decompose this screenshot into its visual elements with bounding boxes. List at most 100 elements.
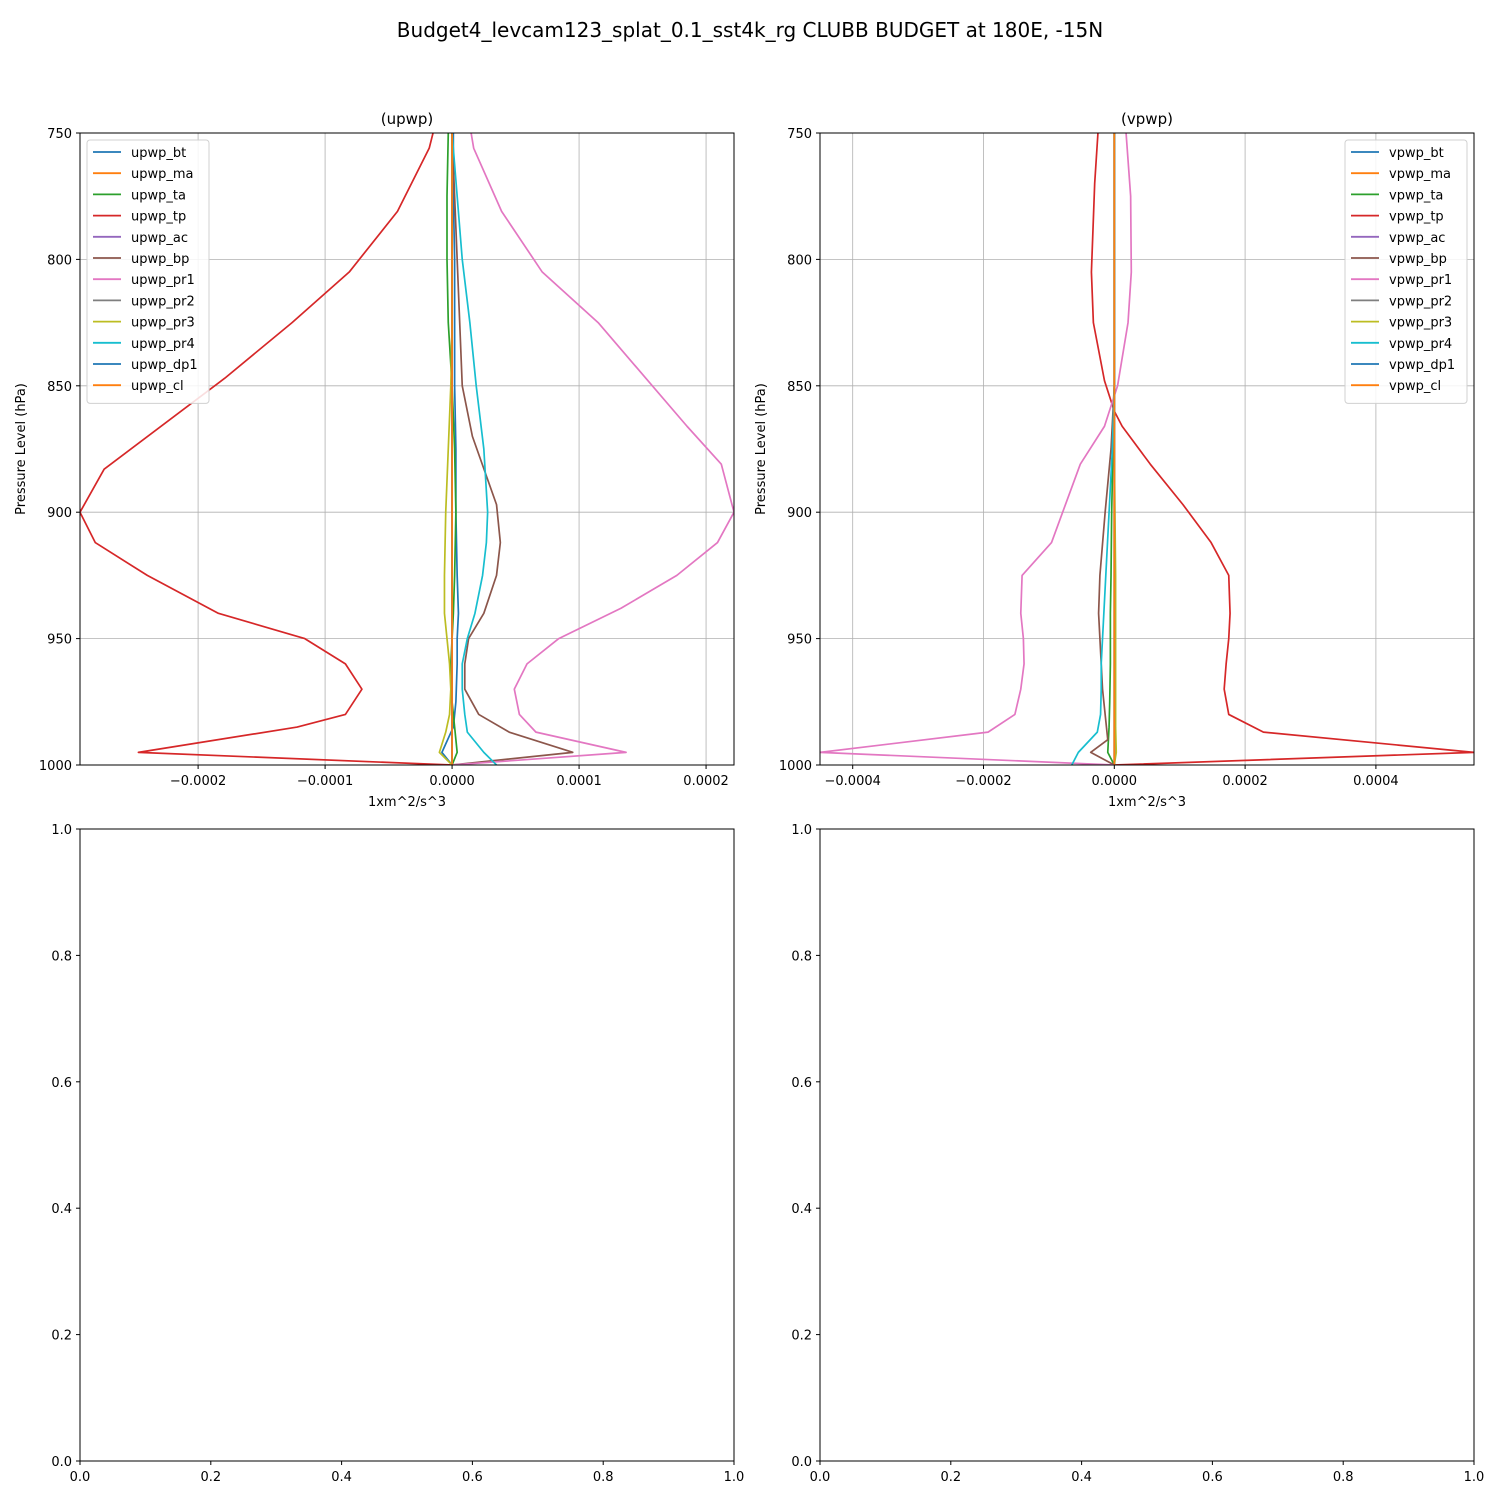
x-tick-label: 0.6 — [462, 1470, 483, 1485]
y-tick-label: 0.6 — [51, 1076, 72, 1091]
subplot-title: (vpwp) — [1121, 110, 1173, 128]
x-tick-label: 0.0001 — [556, 774, 602, 789]
x-tick-label: −0.0004 — [825, 774, 881, 789]
series-group — [820, 133, 1474, 765]
series-line-vpwp_pr1 — [820, 133, 1133, 765]
y-tick-label: 0.4 — [51, 1202, 72, 1217]
y-tick-label: 950 — [47, 633, 72, 648]
x-tick-label: 0.0000 — [1092, 774, 1138, 789]
legend-frame — [1344, 139, 1468, 404]
x-tick-label: 0.6 — [1202, 1470, 1223, 1485]
series-line-upwp_bp — [451, 133, 574, 765]
legend-label-vpwp_pr3: vpwp_pr3 — [1389, 316, 1452, 331]
y-axis-label: Pressure Level (hPa) — [14, 383, 29, 515]
x-tick-label: 0.0004 — [1353, 774, 1399, 789]
y-tick-label: 800 — [787, 253, 812, 268]
legend-label-vpwp_ma: vpwp_ma — [1389, 167, 1451, 182]
x-axis-label: 1xm^2/s^3 — [368, 795, 446, 810]
x-tick-label: 0.2 — [200, 1470, 221, 1485]
legend-label-upwp_ac: upwp_ac — [131, 231, 188, 246]
subplot-1: −0.0002 −0.0001 0.0000 0.0001 0.0002 750 800 85… — [14, 110, 735, 810]
x-tick-label: 0.0 — [70, 1470, 91, 1485]
x-tick-label: 0.8 — [593, 1470, 614, 1485]
y-tick-label: 0.0 — [791, 1455, 812, 1470]
x-tick-label: 0.0000 — [429, 774, 475, 789]
x-tick-label: 0.0002 — [683, 774, 729, 789]
legend-label-vpwp_ta: vpwp_ta — [1389, 188, 1443, 203]
x-tick-label: 0.0 — [810, 1470, 831, 1485]
y-axis-label: Pressure Level (hPa) — [754, 383, 769, 515]
subplot-title: (upwp) — [381, 110, 434, 128]
x-tick-label: −0.0002 — [955, 774, 1011, 789]
y-tick-label: 0.2 — [791, 1329, 812, 1344]
legend-label-upwp_pr2: upwp_pr2 — [131, 294, 195, 309]
axes-frame — [819, 828, 1475, 1462]
legend-label-vpwp_tp: vpwp_tp — [1389, 210, 1444, 225]
x-tick-label: −0.0002 — [170, 774, 226, 789]
series-line-upwp_pr4 — [451, 133, 498, 765]
x-tick-label: 1.0 — [1464, 1470, 1485, 1485]
legend-label-upwp_pr3: upwp_pr3 — [131, 316, 195, 331]
axes-frame — [79, 132, 735, 766]
x-tick-label: 1.0 — [724, 1470, 745, 1485]
x-tick-label: 0.2 — [940, 1470, 961, 1485]
legend-label-vpwp_bt: vpwp_bt — [1389, 146, 1444, 161]
figure-title: Budget4_levcam123_splat_0.1_sst4k_rg CLU… — [397, 18, 1103, 42]
y-tick-label: 950 — [787, 633, 812, 648]
y-tick-label: 0.2 — [51, 1329, 72, 1344]
x-axis-label: 1xm^2/s^3 — [1108, 795, 1186, 810]
legend-label-vpwp_bp: vpwp_bp — [1389, 252, 1447, 267]
subplot-2: −0.0004 −0.0002 0.0000 0.0002 0.0004 750 800 85… — [754, 110, 1475, 810]
legend-label-upwp_tp: upwp_tp — [131, 210, 186, 225]
axes-frame — [819, 132, 1475, 766]
series-line-upwp_pr1 — [452, 133, 734, 765]
series-line-upwp_tp — [80, 133, 453, 765]
y-tick-label: 0.6 — [791, 1076, 812, 1091]
legend-frame — [86, 139, 210, 404]
y-tick-label: 1000 — [779, 759, 812, 774]
legend-label-vpwp_pr1: vpwp_pr1 — [1389, 273, 1452, 288]
y-tick-label: 0.4 — [791, 1202, 812, 1217]
subplot-grid: −0.0002 −0.0001 0.0000 0.0001 0.0002 750 800 85… — [14, 110, 1484, 1485]
series-group — [80, 133, 734, 765]
subplot-3: 0.0 0.2 0.4 0.6 0.8 1.0 0.0 0.2 0.4 0.6 0.8 1.0 — [51, 823, 744, 1485]
legend-label-vpwp_cl: vpwp_cl — [1389, 379, 1441, 394]
y-tick-label: 900 — [47, 506, 72, 521]
legend-label-upwp_ma: upwp_ma — [131, 167, 194, 182]
legend-label-upwp_bp: upwp_bp — [131, 252, 189, 267]
legend-label-upwp_dp1: upwp_dp1 — [131, 358, 198, 373]
y-tick-label: 0.0 — [51, 1455, 72, 1470]
axes-frame — [79, 828, 735, 1462]
subplot-4: 0.0 0.2 0.4 0.6 0.8 1.0 0.0 0.2 0.4 0.6 0.8 1.0 — [791, 823, 1484, 1485]
y-tick-label: 1.0 — [791, 823, 812, 838]
legend-label-vpwp_dp1: vpwp_dp1 — [1389, 358, 1455, 373]
x-tick-label: −0.0001 — [297, 774, 353, 789]
y-tick-label: 850 — [787, 380, 812, 395]
legend-label-upwp_cl: upwp_cl — [131, 379, 184, 394]
legend: vpwp_bt vpwp_ma vpwp_ta vpwp_tp vpwp_ac vpwp_… — [1344, 139, 1468, 404]
x-tick-label: 0.4 — [331, 1470, 352, 1485]
legend-label-upwp_pr1: upwp_pr1 — [131, 273, 195, 288]
series-line-upwp_ta — [446, 133, 459, 765]
legend-label-vpwp_pr4: vpwp_pr4 — [1389, 337, 1452, 352]
y-tick-label: 1000 — [39, 759, 72, 774]
x-tick-label: 0.0002 — [1222, 774, 1268, 789]
x-tick-label: 0.8 — [1333, 1470, 1354, 1485]
legend-label-upwp_pr4: upwp_pr4 — [131, 337, 195, 352]
y-tick-label: 750 — [787, 127, 812, 142]
series-line-vpwp_tp — [1090, 133, 1474, 765]
legend: upwp_bt upwp_ma upwp_ta upwp_tp upwp_ac upwp_… — [86, 139, 210, 404]
legend-label-vpwp_ac: vpwp_ac — [1389, 231, 1445, 246]
legend-label-vpwp_pr2: vpwp_pr2 — [1389, 294, 1452, 309]
y-tick-label: 750 — [47, 127, 72, 142]
legend-label-upwp_ta: upwp_ta — [131, 188, 186, 203]
y-tick-label: 800 — [47, 253, 72, 268]
y-tick-label: 1.0 — [51, 823, 72, 838]
y-tick-label: 0.8 — [51, 949, 72, 964]
legend-label-upwp_bt: upwp_bt — [131, 146, 186, 161]
y-tick-label: 0.8 — [791, 949, 812, 964]
y-tick-label: 850 — [47, 380, 72, 395]
y-tick-label: 900 — [787, 506, 812, 521]
